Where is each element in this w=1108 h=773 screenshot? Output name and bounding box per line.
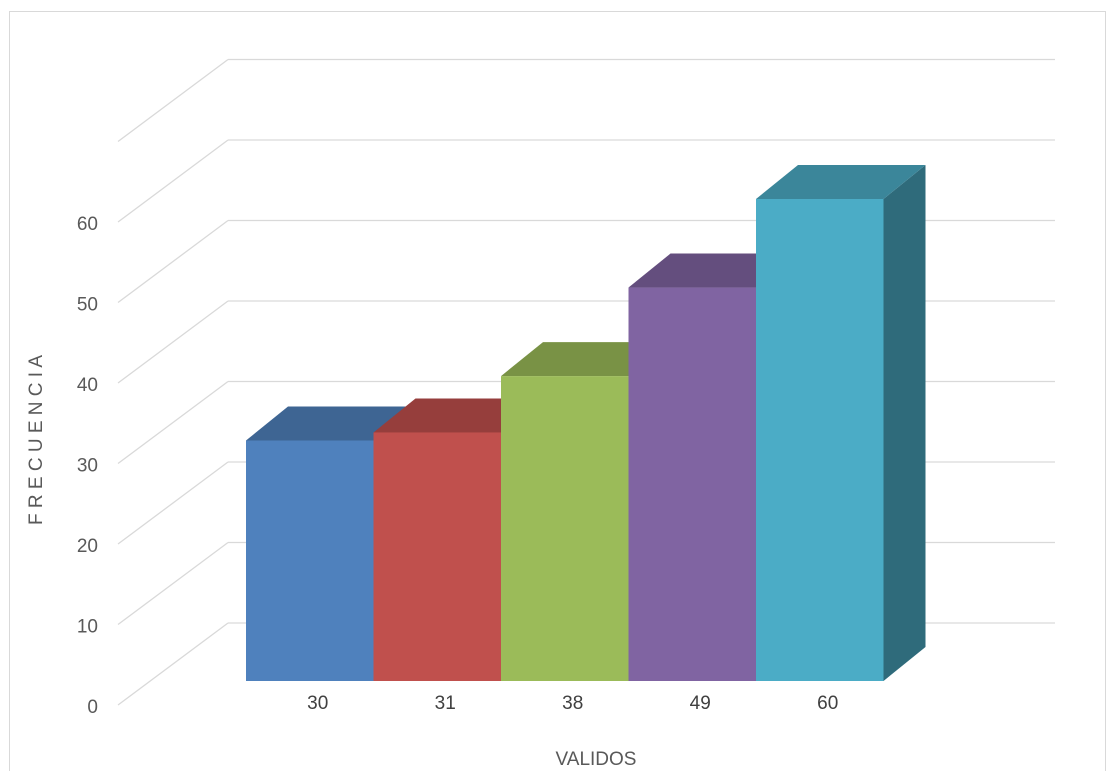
bar-top [501, 342, 671, 377]
bar-front [246, 440, 374, 681]
x-axis-ticks: 30 31 38 49 60 [307, 693, 838, 714]
bar-side [883, 165, 926, 681]
gridline-side [117, 300, 229, 384]
y-tick-label: 20 [77, 536, 98, 557]
bar-top [628, 253, 798, 288]
bar-front [628, 287, 756, 681]
bar-front [373, 432, 501, 681]
y-axis-title: F R E C U E N C I A [26, 355, 47, 525]
x-tick-label: 60 [817, 693, 838, 714]
gridline-side [117, 139, 229, 223]
bar [756, 165, 926, 681]
bar-front [501, 376, 629, 681]
bars [246, 165, 926, 682]
bar-top [373, 398, 543, 433]
x-tick-label: 31 [435, 693, 456, 714]
gridline-side [117, 541, 229, 626]
gridline-side [117, 622, 229, 706]
y-axis-ticks: 0 10 20 30 40 50 60 [77, 214, 98, 718]
gridline-side [117, 461, 229, 545]
y-tick-label: 40 [77, 375, 98, 396]
x-tick-label: 49 [690, 693, 711, 714]
x-tick-label: 30 [307, 693, 328, 714]
bar-front [756, 199, 884, 681]
gridline-side [117, 380, 229, 465]
bar-top [756, 165, 926, 199]
x-axis-title: VALIDOS [556, 749, 637, 770]
gridline-side [117, 58, 229, 143]
y-tick-label: 50 [77, 295, 98, 316]
bar-top [246, 406, 416, 441]
gridline-side [117, 219, 229, 304]
x-tick-label: 38 [562, 693, 583, 714]
y-tick-label: 60 [77, 214, 98, 235]
y-tick-label: 0 [87, 697, 98, 718]
y-tick-label: 10 [77, 617, 98, 638]
y-tick-label: 30 [77, 456, 98, 477]
